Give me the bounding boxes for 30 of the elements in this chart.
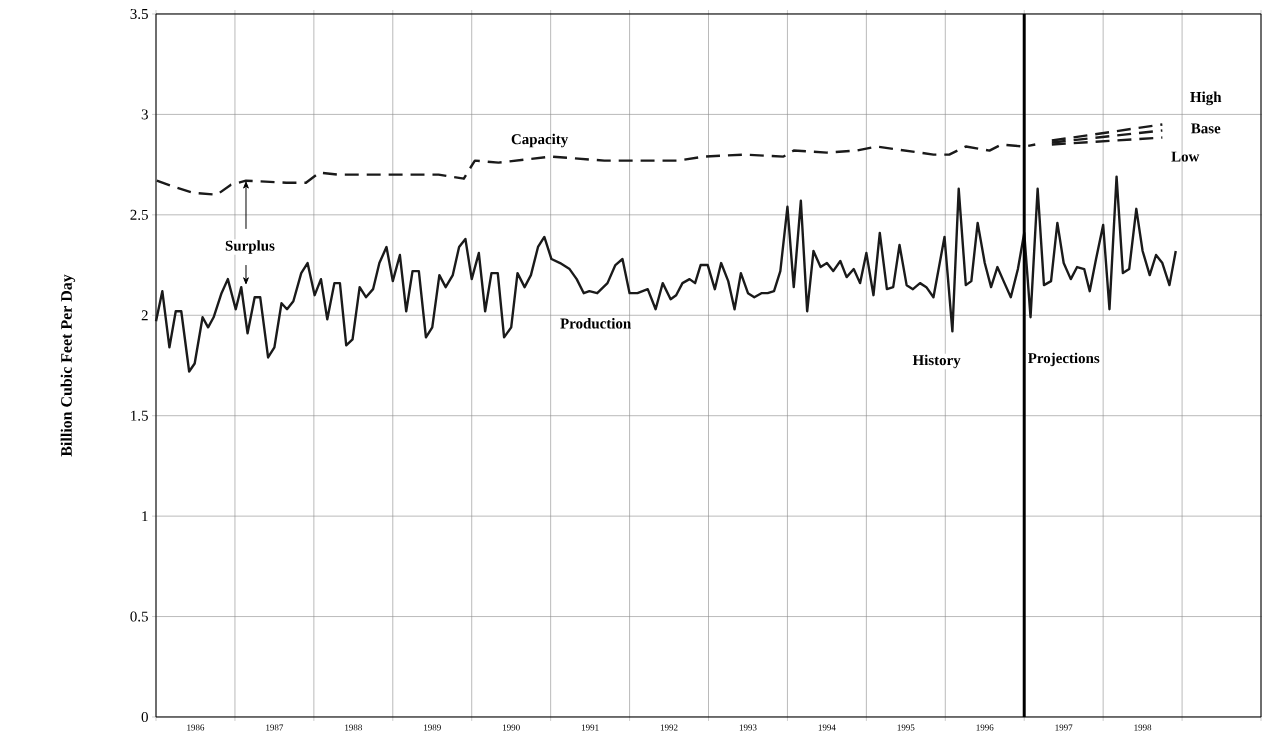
y-tick-label: 3.5 [130,8,148,20]
y-tick-label: 1.5 [131,410,148,421]
x-tick-label: 1989 [424,724,441,731]
x-tick-label: 1994 [818,724,836,731]
y-tick-label: 3 [141,109,148,120]
x-tick-label: 1988 [345,724,362,731]
y-tick-label: 2 [141,310,148,321]
text: High [1190,91,1222,106]
annotation: History [912,354,961,369]
x-tick-label: 1992 [660,724,678,731]
x-tick-label: 1987 [266,724,284,731]
y-tick-label: 1 [142,511,148,522]
y-tick-label: 0 [141,711,148,723]
x-tick-label: 1986 [187,724,205,731]
annotation: Surplus [225,240,275,254]
y-tick-label: 0.5 [130,611,148,622]
series-label: Production [560,318,631,329]
x-tick-label: 1995 [897,724,915,731]
y-tick-label: 2.5 [130,209,148,220]
series-label: Base [1191,123,1221,134]
series-label: Capacity [511,133,569,148]
x-tick-label: 1990 [503,724,520,731]
x-tick-label: 1998 [1134,724,1152,731]
x-tick-label: 1996 [976,724,994,731]
series-label: Low [1171,151,1200,162]
x-tick-label: 1997 [1055,724,1073,731]
y-axis-title: Billion Cubic Feet Per Day [60,274,76,457]
x-tick-label: 1993 [739,724,757,731]
x-tick-label: 1991 [581,724,599,731]
ref-line-label: Projections [1027,352,1100,367]
